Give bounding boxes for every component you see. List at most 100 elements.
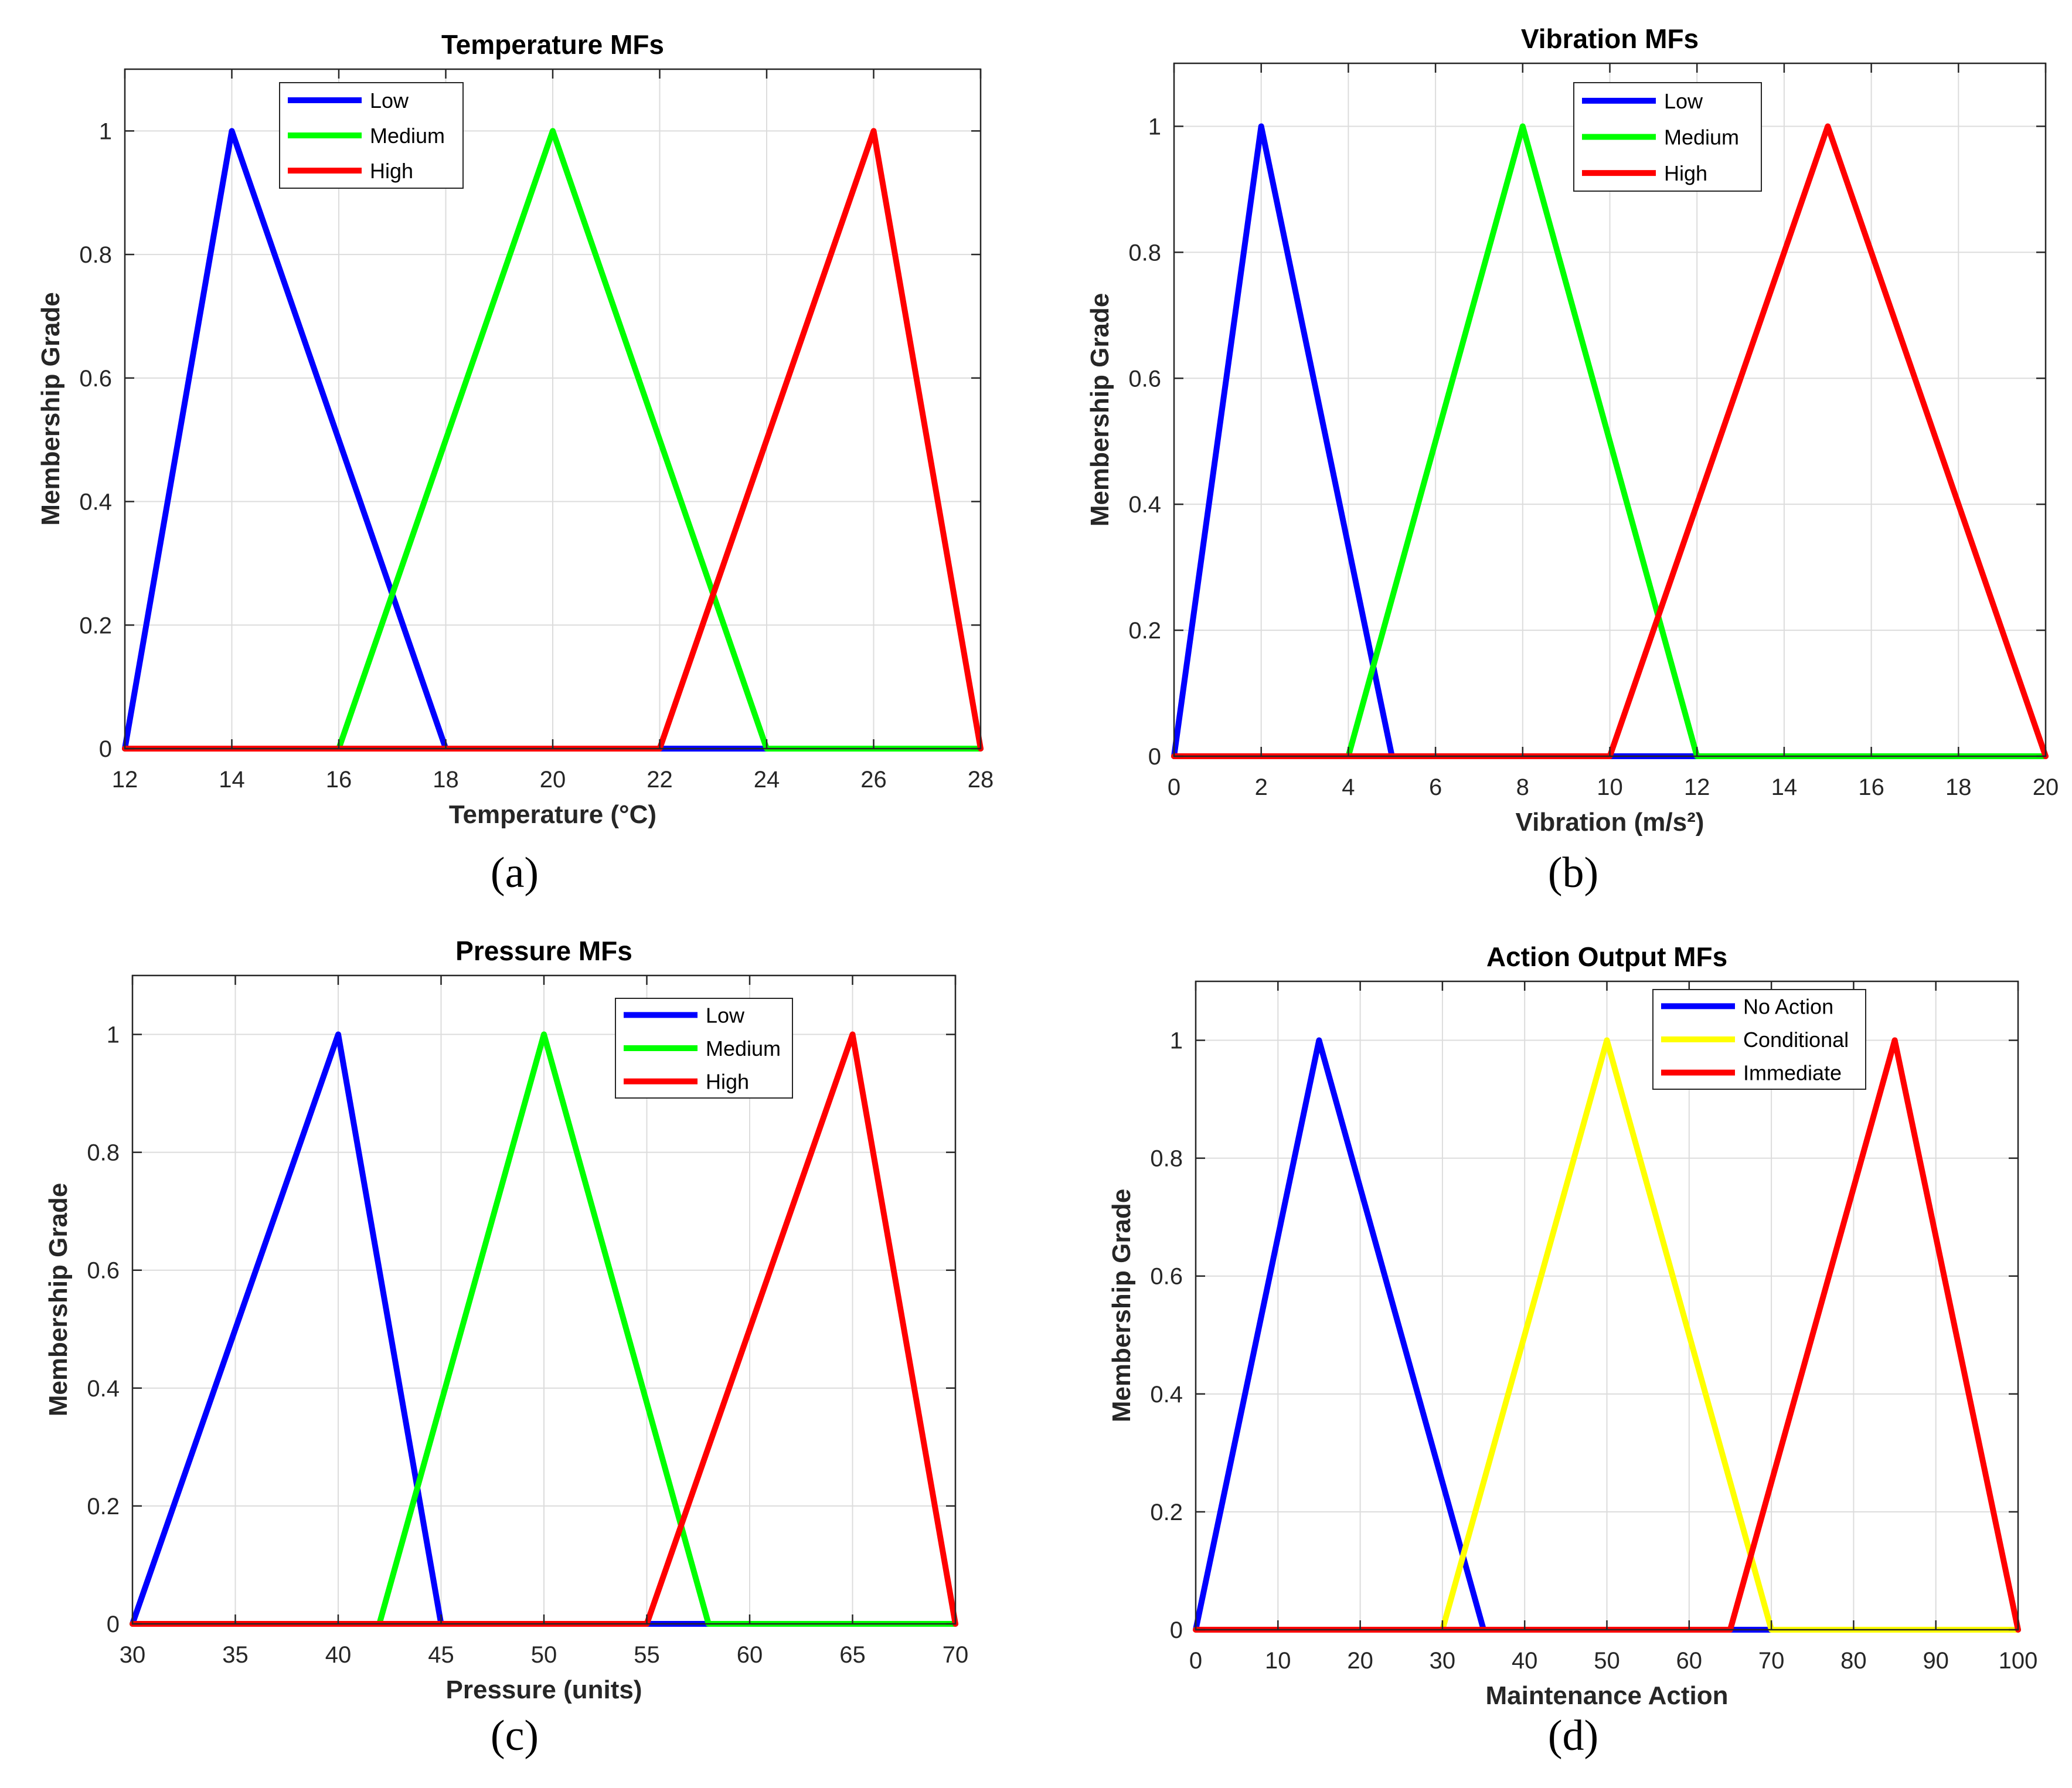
panel-d-xtick-label: 40 bbox=[1512, 1648, 1538, 1674]
panel-b-legend-label-medium: Medium bbox=[1664, 125, 1739, 149]
panel-d-ytick-label: 1 bbox=[1170, 1028, 1183, 1054]
panel-d-legend: No Action Conditional Immediate bbox=[1652, 989, 1866, 1090]
panel-d-xtick-label: 20 bbox=[1347, 1648, 1373, 1674]
panel-d-ytick-label: 0 bbox=[1170, 1617, 1183, 1643]
panel-d-xtick-label: 100 bbox=[1999, 1648, 2038, 1674]
panel-d-ytick-label: 0.8 bbox=[1150, 1146, 1183, 1172]
panel-a-xtick-label: 26 bbox=[860, 767, 887, 793]
panel-d-ylabel: Membership Grade bbox=[1107, 1189, 1136, 1423]
panel-c-caption: (c) bbox=[491, 1712, 539, 1760]
panel-b-legend-label-high: High bbox=[1664, 161, 1707, 185]
panel-c-ytick-label: 0.4 bbox=[87, 1376, 120, 1402]
panel-a-ytick-label: 0.8 bbox=[79, 242, 112, 268]
panel-b-ytick-label: 0 bbox=[1148, 744, 1161, 770]
panel-d-legend-label-conditional: Conditional bbox=[1743, 1028, 1849, 1052]
panel-a-xtick-label: 18 bbox=[433, 767, 459, 793]
panel-c-legend-label-high: High bbox=[706, 1070, 749, 1094]
panel-c-xtick-label: 45 bbox=[428, 1642, 454, 1668]
panel-a-ytick-label: 0.2 bbox=[79, 613, 112, 638]
panel-b-ytick-label: 0.6 bbox=[1128, 366, 1161, 392]
panel-d-legend-label-immediate: Immediate bbox=[1743, 1061, 1842, 1085]
panel-a-ytick-label: 0.6 bbox=[79, 366, 112, 392]
panel-c-xtick-label: 70 bbox=[943, 1642, 969, 1668]
panel-b-xtick-label: 16 bbox=[1858, 774, 1884, 800]
panel-c-ytick-label: 0.8 bbox=[87, 1140, 120, 1166]
panel-c-legend: Low Medium High bbox=[615, 998, 793, 1099]
panel-d-xlabel: Maintenance Action bbox=[1486, 1681, 1729, 1710]
panel-a-legend: Low Medium High bbox=[279, 82, 464, 189]
panel-d-xtick-label: 30 bbox=[1430, 1648, 1456, 1674]
panel-b-xtick-label: 10 bbox=[1597, 774, 1623, 800]
panel-d-grid bbox=[1196, 981, 2018, 1630]
panel-a-legend-label-high: High bbox=[370, 159, 413, 183]
panel-b-ytick-label: 0.2 bbox=[1128, 618, 1161, 644]
panel-a-legend-label-low: Low bbox=[370, 89, 409, 113]
panel-a-xtick-label: 20 bbox=[540, 767, 566, 793]
panel-a-xtick-label: 12 bbox=[112, 767, 138, 793]
panel-a-ytick-label: 0 bbox=[99, 736, 112, 762]
panel-a: 12 14 16 18 20 22 24 26 28 0 0.2 0.4 0.6 0.8 1 Temperat… bbox=[36, 29, 994, 897]
panel-d-xtick-label: 10 bbox=[1265, 1648, 1291, 1674]
panel-a-xtick-label: 28 bbox=[968, 767, 994, 793]
panel-b-xtick-label: 18 bbox=[1945, 774, 1972, 800]
panel-d-xtick-label: 50 bbox=[1594, 1648, 1620, 1674]
panel-c-xlabel: Pressure (units) bbox=[446, 1675, 642, 1704]
panel-a-title: Temperature MFs bbox=[441, 29, 664, 60]
panel-b-xtick-label: 2 bbox=[1255, 774, 1268, 800]
panel-c-xtick-label: 40 bbox=[325, 1642, 352, 1668]
panel-b-xtick-label: 14 bbox=[1771, 774, 1798, 800]
panel-d-xtick-label: 0 bbox=[1189, 1648, 1202, 1674]
panel-d-caption: (d) bbox=[1548, 1712, 1598, 1760]
panel-b-xlabel: Vibration (m/s²) bbox=[1516, 808, 1704, 837]
panel-c-legend-label-medium: Medium bbox=[706, 1036, 781, 1060]
panel-b-ytick-label: 0.8 bbox=[1128, 240, 1161, 266]
panel-b-legend-label-low: Low bbox=[1664, 89, 1703, 113]
panel-c-ytick-label: 0 bbox=[107, 1612, 120, 1637]
panel-b-xtick-label: 12 bbox=[1684, 774, 1710, 800]
panel-b-legend: Low Medium High bbox=[1573, 82, 1762, 192]
panel-d-ytick-label: 0.4 bbox=[1150, 1382, 1183, 1408]
panel-a-ytick-label: 1 bbox=[99, 118, 112, 144]
panel-c-xtick-label: 65 bbox=[839, 1642, 866, 1668]
panel-c-xtick-label: 55 bbox=[634, 1642, 660, 1668]
panel-b-caption: (b) bbox=[1548, 849, 1598, 897]
panel-b-ylabel: Membership Grade bbox=[1086, 293, 1114, 527]
panel-b-xtick-label: 4 bbox=[1342, 774, 1355, 800]
panel-c-xtick-label: 35 bbox=[222, 1642, 249, 1668]
panel-c-ylabel: Membership Grade bbox=[44, 1183, 73, 1417]
panel-b-xtick-label: 6 bbox=[1429, 774, 1442, 800]
panel-c-title: Pressure MFs bbox=[455, 936, 632, 966]
panel-b-xtick-label: 8 bbox=[1516, 774, 1529, 800]
panel-c: 30 35 40 45 50 55 60 65 70 0 0.2 0.4 0.6 0.8 1 Pressure… bbox=[44, 936, 968, 1760]
panel-b: 0 2 4 6 8 10 12 14 16 18 20 0 0.2 0.4 0.6 0.8 1 Vibration… bbox=[1086, 23, 2059, 897]
panel-c-ytick-label: 0.2 bbox=[87, 1494, 120, 1520]
panel-d-ytick-label: 0.2 bbox=[1150, 1500, 1183, 1525]
panel-a-caption: (a) bbox=[491, 849, 539, 897]
panel-c-grid bbox=[132, 975, 955, 1624]
panel-b-ytick-label: 0.4 bbox=[1128, 492, 1161, 518]
panel-a-legend-label-medium: Medium bbox=[370, 124, 445, 148]
panel-c-legend-label-low: Low bbox=[706, 1003, 745, 1027]
panel-c-xtick-label: 60 bbox=[737, 1642, 763, 1668]
panel-a-ytick-label: 0.4 bbox=[79, 490, 112, 515]
panel-d: 0 10 20 30 40 50 60 70 80 90 100 0 0.2 0.4 0.6 0.8 1 Acti… bbox=[1107, 941, 2037, 1760]
panel-b-grid bbox=[1174, 63, 2046, 756]
panel-a-xlabel: Temperature (°C) bbox=[449, 800, 656, 829]
panel-c-ytick-label: 0.6 bbox=[87, 1258, 120, 1284]
panel-d-legend-label-no-action: No Action bbox=[1743, 994, 1833, 1018]
panel-b-title: Vibration MFs bbox=[1521, 23, 1699, 54]
panel-d-title: Action Output MFs bbox=[1486, 941, 1727, 972]
panel-d-xtick-label: 90 bbox=[1923, 1648, 1949, 1674]
panel-b-xtick-label: 0 bbox=[1168, 774, 1180, 800]
panel-c-xtick-label: 50 bbox=[531, 1642, 557, 1668]
panel-c-xtick-label: 30 bbox=[120, 1642, 146, 1668]
panel-b-xtick-label: 20 bbox=[2033, 774, 2059, 800]
panel-c-ytick-label: 1 bbox=[107, 1022, 120, 1048]
panel-d-xtick-label: 60 bbox=[1676, 1648, 1703, 1674]
panel-a-ylabel: Membership Grade bbox=[36, 292, 65, 526]
panel-d-xtick-label: 70 bbox=[1758, 1648, 1785, 1674]
panel-a-xtick-label: 22 bbox=[647, 767, 673, 793]
panel-a-xtick-label: 14 bbox=[219, 767, 245, 793]
panel-a-xtick-label: 16 bbox=[326, 767, 352, 793]
